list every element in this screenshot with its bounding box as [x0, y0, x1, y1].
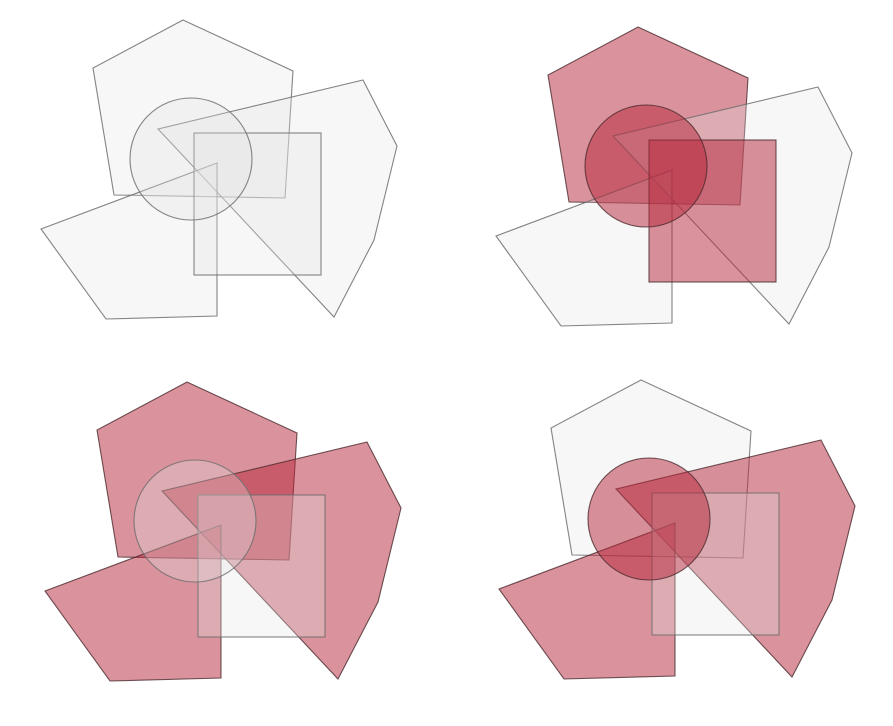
circle-shape-highlighted — [584, 104, 708, 228]
panel-top-left — [40, 19, 398, 320]
hexagon-shape — [156, 79, 398, 318]
panel-bottom-right — [498, 379, 856, 680]
panel-bottom-left — [44, 381, 402, 682]
triangle-shape — [40, 162, 218, 320]
circle-shape — [129, 97, 253, 221]
circle-shape — [133, 459, 257, 583]
hexagon-shape-highlighted — [160, 441, 402, 680]
pentagon-shape — [92, 19, 294, 199]
circle-shape-highlighted — [587, 457, 711, 581]
square-shape — [197, 494, 326, 638]
panel-top-right — [495, 26, 853, 327]
square-shape — [193, 132, 322, 276]
triangle-shape-highlighted — [44, 524, 222, 682]
